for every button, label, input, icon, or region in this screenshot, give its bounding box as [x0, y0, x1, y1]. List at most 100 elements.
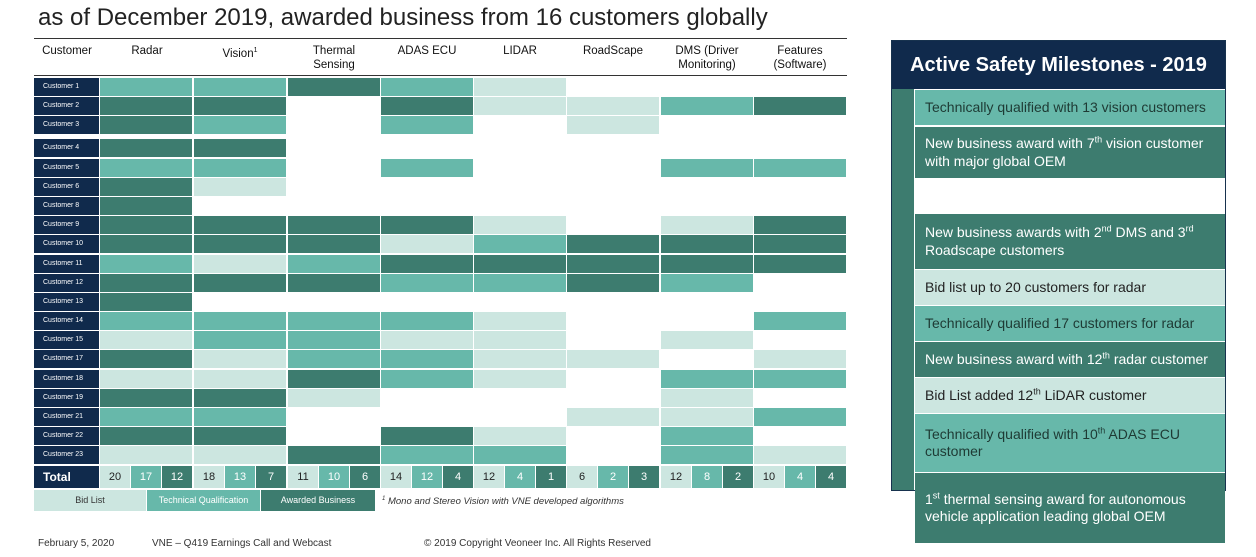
- matrix-cell: [567, 178, 659, 196]
- matrix-cell: [288, 235, 380, 253]
- column-header: ADAS ECU: [377, 44, 477, 58]
- matrix-cell: [567, 116, 659, 134]
- matrix-cell: [754, 427, 846, 445]
- matrix-cell: [567, 312, 659, 330]
- matrix-cell: [288, 293, 380, 311]
- matrix-cell: [288, 159, 380, 177]
- matrix-cell: [194, 255, 286, 273]
- matrix-cell: [100, 97, 192, 115]
- matrix-cell: [194, 235, 286, 253]
- matrix-cell: [661, 235, 753, 253]
- matrix-cell: [474, 312, 566, 330]
- column-header-line: Features: [777, 45, 823, 57]
- matrix-cell: [194, 427, 286, 445]
- total-value: 7: [256, 466, 286, 488]
- total-value: 12: [162, 466, 192, 488]
- customer-label: Customer 13: [34, 293, 99, 311]
- matrix-cell: [100, 293, 192, 311]
- matrix-cell: [661, 274, 753, 292]
- total-value: 4: [785, 466, 815, 488]
- customer-label: Customer 14: [34, 312, 99, 330]
- column-header-line: Customer: [42, 45, 92, 57]
- column-header-line: RoadScape: [582, 45, 644, 57]
- matrix-cell: [754, 293, 846, 311]
- column-header-line: LIDAR: [503, 45, 537, 57]
- matrix-cell: [661, 350, 753, 368]
- matrix-cell: [194, 216, 286, 234]
- matrix-cell: [474, 197, 566, 215]
- matrix-cell: [100, 197, 192, 215]
- matrix-cell: [754, 178, 846, 196]
- matrix-cell: [194, 331, 286, 349]
- matrix-cell: [194, 78, 286, 96]
- matrix-cell: [661, 427, 753, 445]
- matrix-cell: [754, 116, 846, 134]
- customer-label: Customer 6: [34, 178, 99, 196]
- matrix-cell: [567, 389, 659, 407]
- header-rule: [34, 75, 847, 76]
- milestone-text: New business award with 12th radar custo…: [925, 350, 1208, 367]
- matrix-cell: [661, 139, 753, 157]
- milestone-text: Bid List added 12th LiDAR customer: [925, 386, 1147, 403]
- matrix-cell: [194, 446, 286, 464]
- matrix-cell: [100, 350, 192, 368]
- milestones-accent-bar: [892, 89, 914, 490]
- total-value: 4: [443, 466, 473, 488]
- customer-label: Customer 23: [34, 446, 99, 464]
- matrix-cell: [474, 216, 566, 234]
- matrix-cell: [661, 197, 753, 215]
- matrix-cell: [474, 139, 566, 157]
- milestone-item: 1st thermal sensing award for autonomous…: [915, 473, 1225, 543]
- matrix-cell: [381, 216, 473, 234]
- milestones-title: Active Safety Milestones - 2019: [892, 41, 1225, 89]
- matrix-cell: [381, 197, 473, 215]
- matrix-cell: [567, 274, 659, 292]
- matrix-cell: [288, 216, 380, 234]
- matrix-cell: [194, 389, 286, 407]
- customer-label: Customer 5: [34, 159, 99, 177]
- column-header-line: (Software): [773, 59, 827, 71]
- customer-label: Customer 17: [34, 350, 99, 368]
- total-value: 14: [381, 466, 411, 488]
- matrix-cell: [474, 408, 566, 426]
- matrix-cell: [381, 139, 473, 157]
- milestone-item: New business award with 7th vision custo…: [915, 127, 1225, 178]
- matrix-cell: [754, 389, 846, 407]
- customer-label: Customer 19: [34, 389, 99, 407]
- matrix-cell: [288, 139, 380, 157]
- customer-label: Customer 18: [34, 370, 99, 388]
- matrix-cell: [567, 293, 659, 311]
- matrix-cell: [567, 255, 659, 273]
- matrix-cell: [567, 197, 659, 215]
- matrix-cell: [754, 139, 846, 157]
- total-value: 2: [598, 466, 628, 488]
- column-header-line: Sensing: [313, 59, 355, 71]
- matrix-cell: [567, 78, 659, 96]
- matrix-cell: [567, 159, 659, 177]
- matrix-cell: [474, 427, 566, 445]
- milestone-item: Technically qualified 17 customers for r…: [915, 306, 1225, 341]
- matrix-cell: [194, 197, 286, 215]
- matrix-cell: [754, 331, 846, 349]
- legend-item: Bid List: [34, 490, 146, 511]
- matrix-cell: [100, 408, 192, 426]
- customer-label: Customer 1: [34, 78, 99, 96]
- column-header-line: Thermal: [312, 45, 356, 57]
- total-value: 1: [536, 466, 566, 488]
- column-header: RoadScape: [563, 44, 663, 58]
- column-header: Vision1: [190, 44, 290, 61]
- customer-label: Customer 22: [34, 427, 99, 445]
- milestone-text: 1st thermal sensing award for autonomous…: [925, 489, 1186, 524]
- total-value: 12: [661, 466, 691, 488]
- total-value: 13: [225, 466, 255, 488]
- matrix-cell: [100, 116, 192, 134]
- column-header: Radar: [97, 44, 197, 58]
- matrix-cell: [194, 139, 286, 157]
- matrix-cell: [754, 235, 846, 253]
- matrix-cell: [474, 235, 566, 253]
- matrix-cell: [381, 274, 473, 292]
- legend-item: Technical Qualification: [147, 490, 260, 511]
- matrix-cell: [194, 97, 286, 115]
- matrix-cell: [194, 408, 286, 426]
- matrix-cell: [754, 370, 846, 388]
